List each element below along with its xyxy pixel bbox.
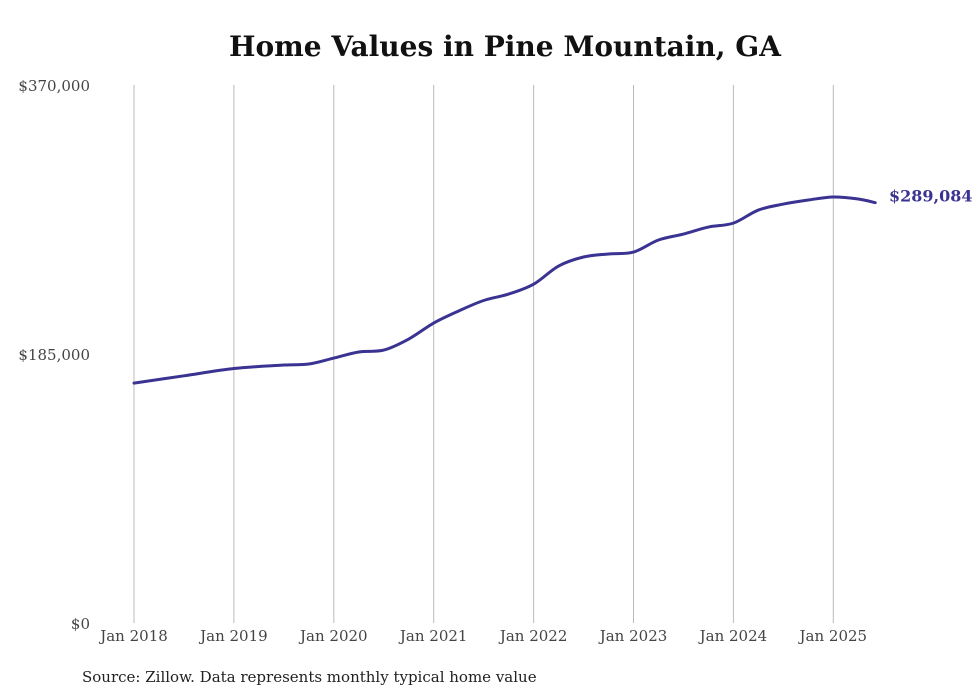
x-tick-label: Jan 2021 — [398, 627, 468, 645]
x-tick-label: Jan 2025 — [798, 627, 868, 645]
x-tick-label: Jan 2018 — [98, 627, 168, 645]
series-line — [132, 195, 877, 385]
end-value-label: $289,084 — [889, 187, 973, 206]
y-tick-label: $370,000 — [18, 77, 90, 95]
x-tick-label: Jan 2019 — [198, 627, 268, 645]
y-tick-label: $185,000 — [18, 346, 90, 364]
x-tick-label: Jan 2024 — [698, 627, 768, 645]
source-note: Source: Zillow. Data represents monthly … — [82, 668, 537, 686]
x-tick-label: Jan 2020 — [298, 627, 368, 645]
y-tick-label: $0 — [71, 615, 90, 633]
x-tick-label: Jan 2022 — [498, 627, 568, 645]
x-tick-label: Jan 2023 — [598, 627, 668, 645]
chart-title: Home Values in Pine Mountain, GA — [229, 30, 781, 63]
